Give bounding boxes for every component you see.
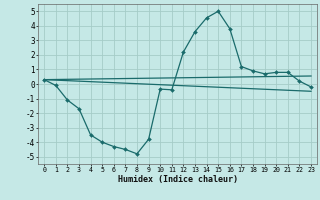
X-axis label: Humidex (Indice chaleur): Humidex (Indice chaleur)	[118, 175, 238, 184]
